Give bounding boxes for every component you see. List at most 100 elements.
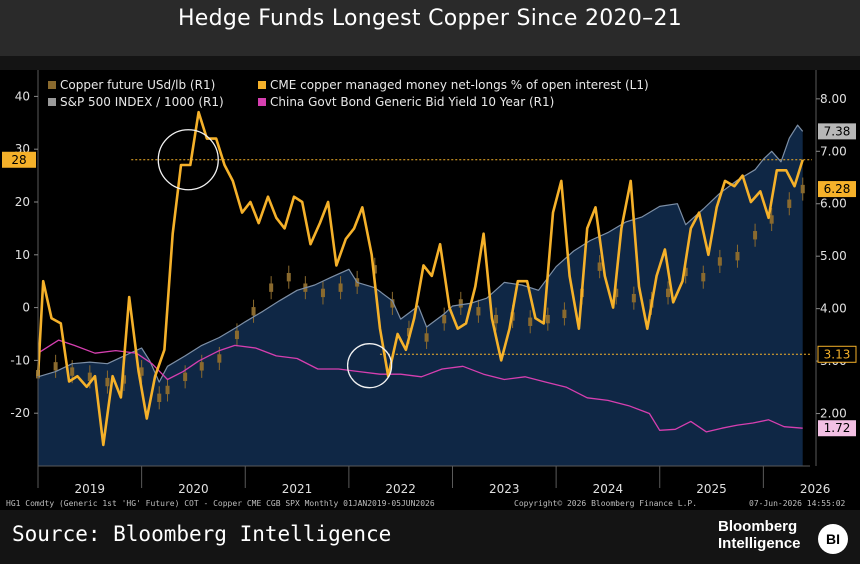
- spx-area-layer: [38, 125, 803, 466]
- copper-candle-body: [631, 293, 636, 303]
- axis-layer: 2019 2020 2021 2022 2023 2024 2025 2026 -20 -10 0 1…: [2, 70, 857, 496]
- gridline-layer: [37, 159, 812, 488]
- spx-area-fill: [38, 125, 803, 466]
- x-tick-label: 2021: [282, 482, 313, 496]
- copper-candle-body: [286, 272, 291, 282]
- copper-candle-body: [528, 317, 533, 326]
- copper-candle-body: [614, 288, 619, 298]
- right-tick-label: 5.00: [820, 249, 847, 263]
- copper-candle-body: [165, 385, 170, 395]
- series-line-layer: [36, 110, 804, 447]
- right-tick-label: 4.00: [820, 302, 847, 316]
- net-longs-line: [36, 110, 804, 447]
- highlight-circle: [157, 129, 219, 191]
- copper-candle-body: [769, 215, 774, 224]
- china-last-value: 1.72: [824, 421, 851, 435]
- copper-candle-body: [70, 367, 75, 376]
- left-tick-label: -20: [10, 406, 30, 420]
- copper-candle-body: [234, 330, 239, 340]
- copper-candle-body: [406, 328, 411, 337]
- copper-candle-body: [320, 288, 325, 298]
- legend-label: S&P 500 INDEX / 1000 (R1): [60, 95, 224, 109]
- footer-timestamp: 07-Jun-2026 14:55:02: [749, 499, 846, 508]
- legend-swatch: [48, 98, 56, 106]
- copper-candle-body: [683, 267, 688, 277]
- copper-candle-body: [458, 299, 463, 308]
- x-tick-label: 2024: [593, 482, 624, 496]
- copper-candle-body: [787, 199, 792, 208]
- copper-candle-body: [494, 314, 499, 324]
- left-tick-label: -10: [10, 353, 30, 367]
- copper-candle-body: [157, 393, 162, 403]
- copper-candle-body: [597, 262, 602, 271]
- copper-candle-body: [562, 309, 567, 319]
- copper-candle-body: [390, 299, 395, 308]
- chart-frame: 2019 2020 2021 2022 2023 2024 2025 2026 -20 -10 0 1…: [0, 70, 860, 510]
- copper-candle-body: [87, 372, 92, 382]
- left-tick-label: 0: [22, 301, 30, 315]
- spx-line: [37, 124, 804, 383]
- copper-last-value: 6.28: [824, 182, 851, 196]
- copper-candle-body: [753, 231, 758, 240]
- left-tick-label: 40: [15, 89, 30, 103]
- brand-line-1: Bloomberg: [718, 518, 798, 535]
- copper-candle-body: [666, 288, 671, 298]
- left-tick-label: 20: [15, 195, 30, 209]
- legend-swatch: [48, 81, 56, 89]
- right-tick-label: 2.00: [820, 407, 847, 421]
- legend-swatch: [258, 81, 266, 89]
- legend-layer: Copper future USd/lb (R1) CME copper mana…: [48, 78, 649, 109]
- bloomberg-intelligence-logo: Bloomberg Intelligence: [718, 518, 801, 552]
- x-tick-label: 2020: [178, 482, 209, 496]
- x-tick-label: 2022: [385, 482, 416, 496]
- copper-reference-value-border: [817, 345, 857, 363]
- copper-candle-body: [105, 377, 110, 387]
- legend-label: China Govt Bond Generic Bid Yield 10 Yea…: [270, 95, 554, 109]
- net-longs-last-value: 28: [11, 153, 26, 167]
- copper-candle-body: [122, 375, 127, 384]
- copper-candle-body: [372, 265, 377, 274]
- copper-candle-body: [476, 307, 481, 316]
- china-last-value-box: [818, 420, 856, 437]
- copper-candle-body: [139, 367, 144, 376]
- copper-candle-body: [717, 257, 722, 266]
- chart-title: Hedge Funds Longest Copper Since 2020–21: [0, 0, 860, 56]
- copper-last-value-box: [818, 181, 856, 198]
- copper-candle-body: [701, 272, 706, 282]
- right-tick-label: 8.00: [820, 92, 847, 106]
- copper-candle-body: [800, 184, 805, 194]
- chart-svg: 2019 2020 2021 2022 2023 2024 2025 2026 -20 -10 0 1…: [0, 70, 860, 510]
- highlight-circle: [346, 343, 393, 389]
- right-tick-label: 6.00: [820, 197, 847, 211]
- copper-candle-body: [199, 362, 204, 371]
- copper-candle-body: [424, 333, 429, 342]
- bi-badge-icon: BI: [818, 524, 848, 554]
- right-tick-label: 7.00: [820, 144, 847, 158]
- spx-last-value-box: [818, 123, 856, 140]
- copper-candle-body: [735, 252, 740, 261]
- spx-last-value: 7.38: [824, 124, 851, 138]
- copper-candle-body: [545, 314, 550, 324]
- legend-label: CME copper managed money net-longs % of …: [270, 78, 649, 92]
- legend-swatch: [258, 98, 266, 106]
- source-text: Source: Bloomberg Intelligence: [12, 522, 392, 546]
- copper-candle-body: [338, 283, 343, 292]
- copper-candle-body: [269, 283, 274, 292]
- copper-reference-value: 3.13: [824, 347, 851, 361]
- copper-candle-body: [251, 307, 256, 316]
- copper-candle-body: [217, 354, 222, 363]
- x-tick-label: 2023: [489, 482, 520, 496]
- copper-candle-body: [183, 372, 188, 382]
- brand-line-2: Intelligence: [718, 535, 801, 552]
- x-tick-label: 2026: [800, 482, 831, 496]
- net-longs-last-value-box: [2, 151, 36, 168]
- x-tick-label: 2025: [696, 482, 727, 496]
- china-yield-line: [37, 339, 803, 433]
- footer-left-note: HG1 Comdty (Generic 1st 'HG' Future) COT…: [6, 499, 435, 508]
- copper-reference-value-box: [818, 346, 856, 363]
- legend-label: Copper future USd/lb (R1): [60, 78, 215, 92]
- copper-candle-body: [442, 314, 447, 324]
- copper-candle-body: [53, 362, 58, 371]
- footer-copyright: Copyright© 2026 Bloomberg Finance L.P.: [514, 499, 698, 508]
- left-tick-label: 10: [15, 248, 30, 262]
